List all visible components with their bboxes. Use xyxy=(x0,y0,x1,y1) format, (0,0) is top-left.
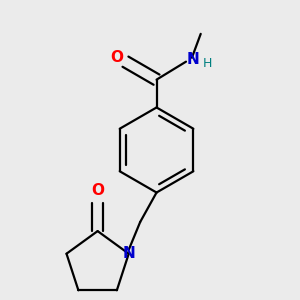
Text: N: N xyxy=(122,246,135,261)
Text: O: O xyxy=(110,50,123,65)
Text: O: O xyxy=(91,183,104,198)
Text: H: H xyxy=(202,57,212,70)
Text: N: N xyxy=(187,52,200,67)
